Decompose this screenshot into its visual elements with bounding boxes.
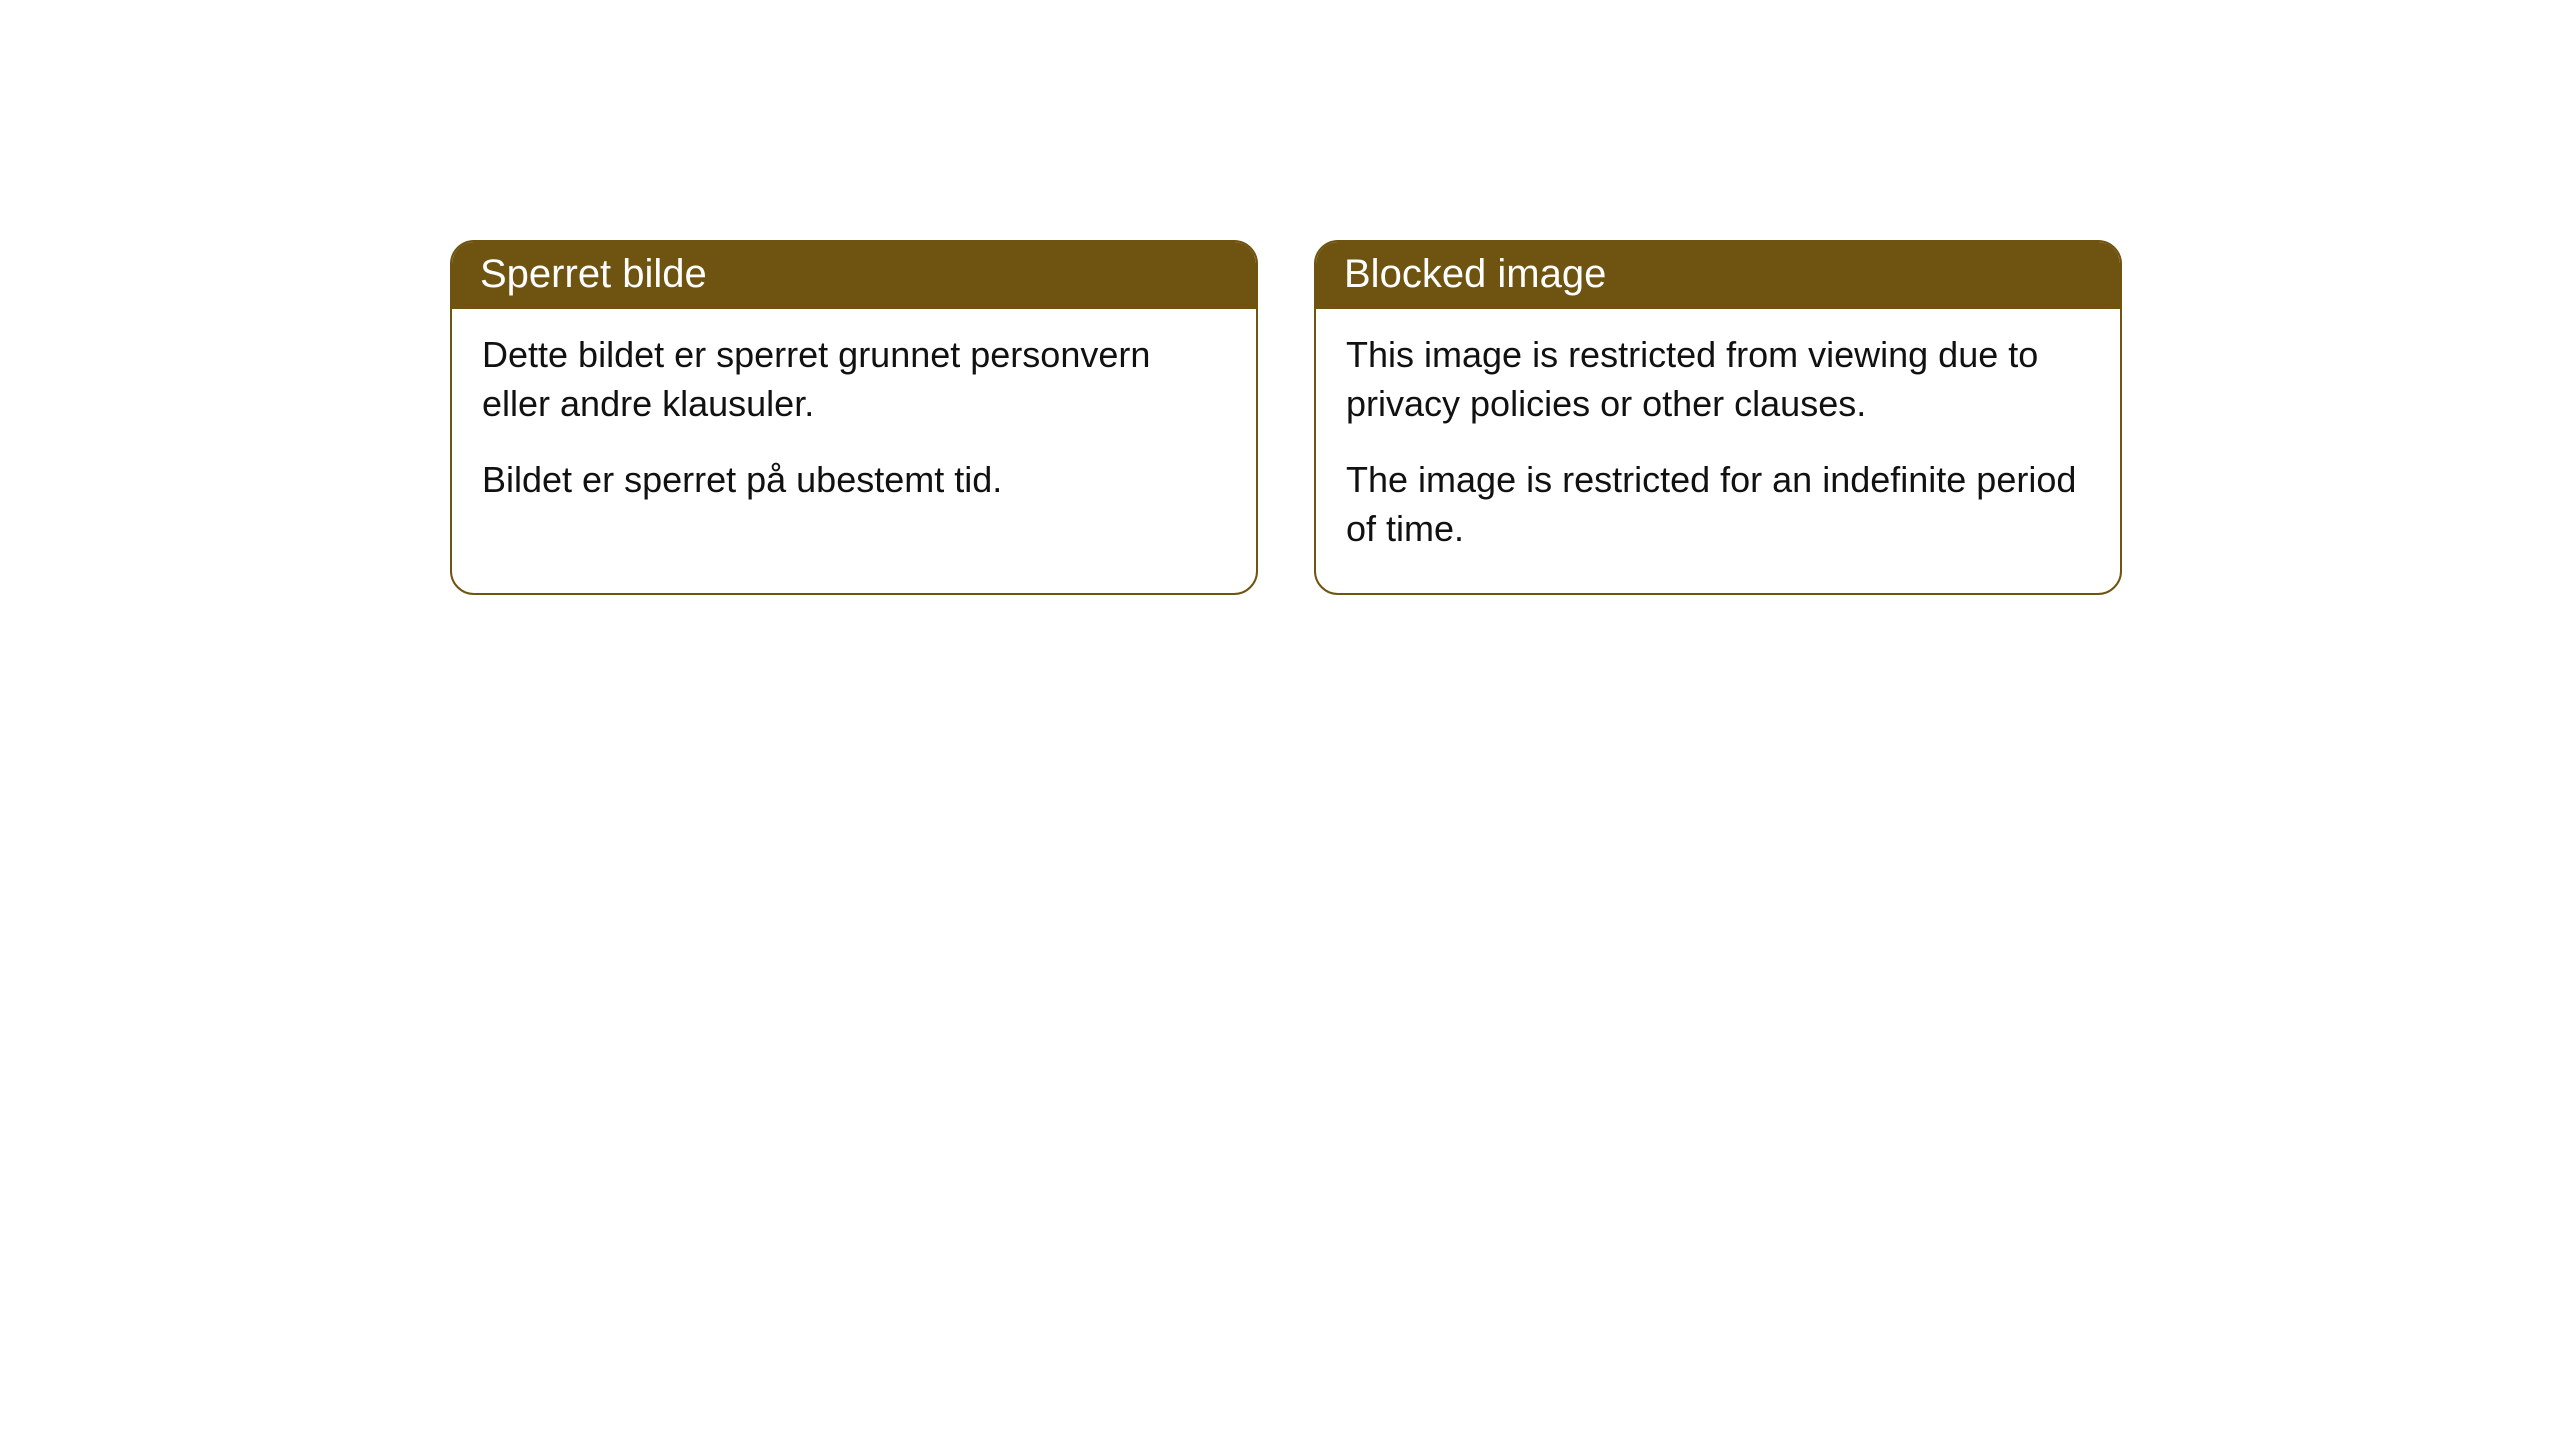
card-header-norwegian: Sperret bilde <box>452 242 1256 309</box>
notice-paragraph-1: This image is restricted from viewing du… <box>1346 331 2090 428</box>
notice-paragraph-1: Dette bildet er sperret grunnet personve… <box>482 331 1226 428</box>
card-body-english: This image is restricted from viewing du… <box>1316 309 2120 593</box>
blocked-image-card-norwegian: Sperret bilde Dette bildet er sperret gr… <box>450 240 1258 595</box>
card-header-english: Blocked image <box>1316 242 2120 309</box>
notice-container: Sperret bilde Dette bildet er sperret gr… <box>450 240 2122 595</box>
notice-paragraph-2: The image is restricted for an indefinit… <box>1346 456 2090 553</box>
blocked-image-card-english: Blocked image This image is restricted f… <box>1314 240 2122 595</box>
notice-paragraph-2: Bildet er sperret på ubestemt tid. <box>482 456 1226 505</box>
card-body-norwegian: Dette bildet er sperret grunnet personve… <box>452 309 1256 545</box>
card-title: Sperret bilde <box>480 252 707 296</box>
card-title: Blocked image <box>1344 252 1606 296</box>
